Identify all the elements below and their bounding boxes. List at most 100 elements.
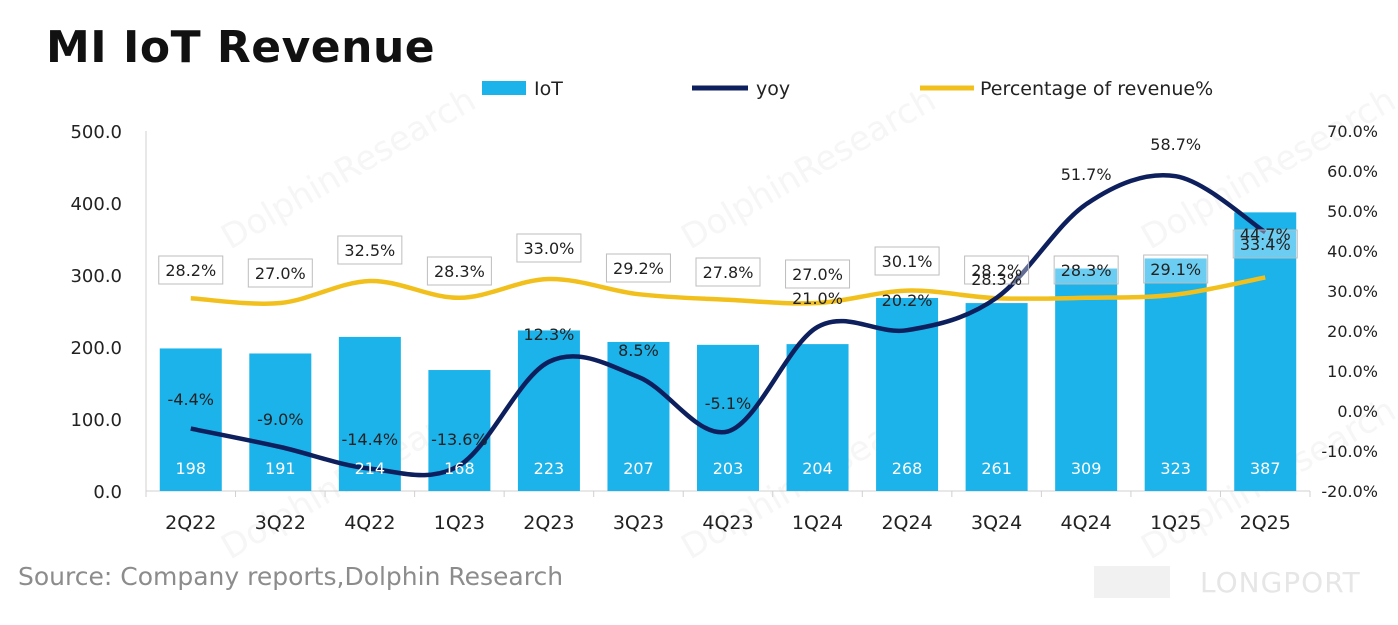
y-axis-right: -20.0% -10.0% 0.0% 10.0% 20.0% 30.0% 40.0% 50.0… (1321, 122, 1378, 501)
y-right-tick-label: 50.0% (1327, 202, 1378, 221)
bar-value-label: 207 (623, 459, 654, 478)
y-left-tick-label: 300.0 (70, 266, 122, 287)
y-left-tick-label: 100.0 (70, 410, 122, 431)
brand-logo-mark (1094, 566, 1170, 598)
pct-label-box (785, 259, 851, 289)
y-axis-left: 0.0 100.0 200.0 300.0 400.0 500.0 (70, 122, 122, 503)
yoy-value-label: 12.3% (524, 325, 575, 344)
bar-series-iot (159, 212, 1297, 492)
bar-value-label: 387 (1250, 459, 1281, 478)
bar-iot (428, 370, 491, 491)
x-tick-label: 3Q22 (255, 512, 306, 534)
bar-iot (159, 348, 222, 491)
yoy-value-label: 58.7% (1150, 135, 1201, 154)
watermark-text: DolphinResearch (675, 80, 943, 258)
y-left-tick-label: 400.0 (70, 194, 122, 215)
y-right-tick-label: 30.0% (1327, 282, 1378, 301)
yoy-value-label: -9.0% (257, 410, 303, 429)
pct-label-box (337, 235, 403, 265)
source-note: Source: Company reports,Dolphin Research (18, 562, 564, 591)
pct-value-label: 33.0% (524, 239, 575, 258)
bar-value-labels: 198 191 214 168 223 207 203 204 268 261 309 323 387 (175, 459, 1280, 478)
x-axis-labels: 2Q22 3Q22 4Q22 1Q23 2Q23 3Q23 4Q23 1Q24 2Q24 3Q24… (165, 512, 1291, 534)
pct-label-box (964, 255, 1030, 285)
pct-label-box (874, 246, 940, 276)
pct-labels: 28.2% 27.0% 32.5% 28.3% 33.0% 29.2% 27.8% 27.0%… (158, 229, 1298, 289)
pct-label-box (426, 256, 492, 286)
x-tick-label: 1Q25 (1150, 512, 1201, 534)
yoy-value-label: 51.7% (1061, 165, 1112, 184)
y-right-tick-label: 40.0% (1327, 242, 1378, 261)
pct-value-label: 32.5% (344, 241, 395, 260)
yoy-value-label: -13.6% (431, 430, 488, 449)
y-left-tick-label: 500.0 (70, 122, 122, 143)
bar-value-label: 309 (1071, 459, 1102, 478)
pct-value-label: 28.2% (165, 261, 216, 280)
y-right-tick-label: 20.0% (1327, 322, 1378, 341)
y-left-tick-label: 200.0 (70, 338, 122, 359)
pct-value-label: 28.3% (434, 262, 485, 281)
pct-label-box (247, 258, 313, 288)
bar-value-label: 203 (713, 459, 744, 478)
x-tick-label: 1Q23 (434, 512, 485, 534)
yoy-labels: -4.4% -9.0% -14.4% -13.6% 12.3% 8.5% -5.1% 21.0… (168, 135, 1291, 449)
yoy-value-label: -14.4% (342, 430, 399, 449)
x-tick-label: 1Q24 (792, 512, 843, 534)
bar-value-label: 204 (802, 459, 833, 478)
yoy-value-label: 44.7% (1240, 225, 1291, 244)
pct-label-box (516, 233, 582, 263)
x-tick-label: 2Q23 (523, 512, 574, 534)
y-right-tick-label: 60.0% (1327, 162, 1378, 181)
y-right-tick-label: -20.0% (1321, 482, 1378, 501)
y-right-tick-label: 10.0% (1327, 362, 1378, 381)
x-tick-label: 2Q25 (1240, 512, 1291, 534)
yoy-value-label: 8.5% (618, 341, 659, 360)
bar-value-label: 214 (355, 459, 386, 478)
x-tick-label: 3Q23 (613, 512, 664, 534)
pct-value-label: 27.0% (792, 265, 843, 284)
x-tick-label: 4Q24 (1061, 512, 1112, 534)
bar-iot (786, 344, 849, 491)
pct-label-box (158, 255, 224, 285)
yoy-value-label: 28.3% (971, 270, 1022, 289)
brand-watermark: LONGPORT (1200, 566, 1361, 599)
bar-value-label: 191 (265, 459, 296, 478)
y-right-tick-label: -10.0% (1321, 442, 1378, 461)
x-tick-label: 4Q23 (702, 512, 753, 534)
pct-value-label: 30.1% (882, 252, 933, 271)
legend-label-pct: Percentage of revenue% (980, 78, 1213, 100)
pct-value-label: 29.1% (1150, 260, 1201, 279)
watermark-text: DolphinResearch (215, 80, 483, 258)
legend: IoT yoy Percentage of revenue% (482, 78, 1213, 100)
y-right-tick-label: 0.0% (1337, 402, 1378, 421)
yoy-value-label: 21.0% (792, 289, 843, 308)
x-tick-label: 3Q24 (971, 512, 1022, 534)
bar-iot (249, 353, 312, 491)
yoy-value-label: 20.2% (882, 291, 933, 310)
bar-value-label: 198 (175, 459, 206, 478)
line-pct-revenue (190, 275, 1266, 306)
pct-value-label: 29.2% (613, 259, 664, 278)
pct-value-label: 27.8% (703, 263, 754, 282)
yoy-value-label: -5.1% (705, 394, 751, 413)
bar-iot (965, 303, 1028, 491)
pct-label-box (1143, 254, 1209, 284)
pct-value-label: 33.4% (1240, 235, 1291, 254)
line-yoy (190, 173, 1267, 478)
y-right-tick-label: 70.0% (1327, 122, 1378, 141)
yoy-value-label: -4.4% (168, 390, 214, 409)
legend-swatch-iot (482, 81, 526, 95)
pct-label-box (695, 257, 761, 287)
bar-iot (1055, 268, 1118, 491)
pct-label-box (1232, 229, 1298, 259)
bar-value-label: 323 (1160, 459, 1191, 478)
bar-value-label: 268 (892, 459, 923, 478)
bar-value-label: 261 (981, 459, 1012, 478)
pct-value-label: 27.0% (255, 264, 306, 283)
x-tick-label: 4Q22 (344, 512, 395, 534)
legend-label-yoy: yoy (756, 78, 790, 100)
bar-value-label: 168 (444, 459, 475, 478)
x-tick-label: 2Q22 (165, 512, 216, 534)
x-tick-label: 2Q24 (881, 512, 932, 534)
